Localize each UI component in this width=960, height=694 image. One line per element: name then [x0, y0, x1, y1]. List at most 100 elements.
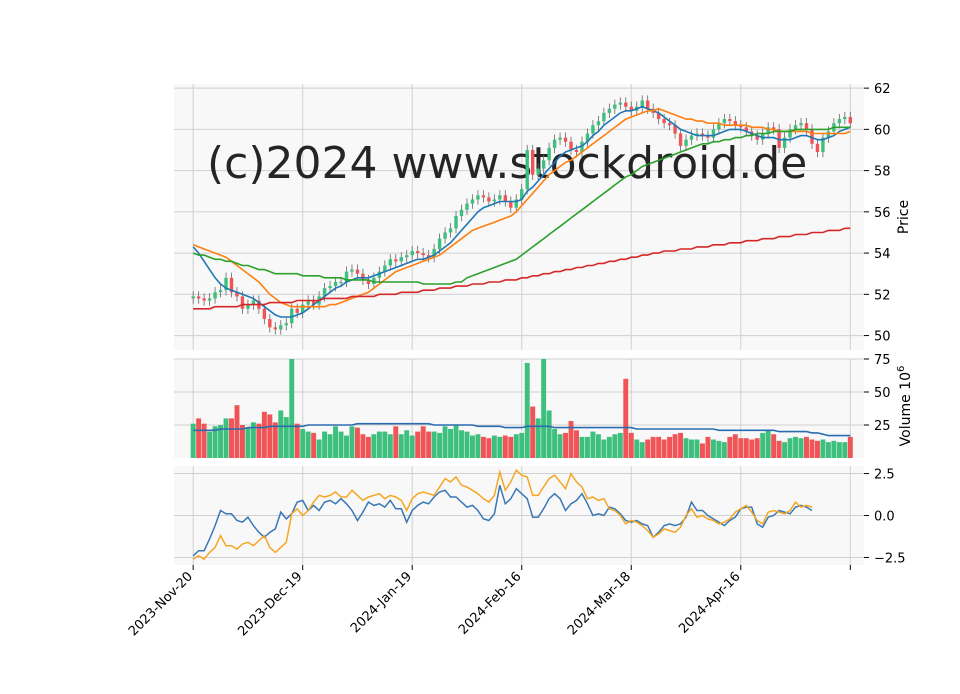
candle-body [415, 251, 420, 254]
volume-bar [612, 434, 618, 458]
volume-bar [661, 439, 667, 458]
candle-body [678, 133, 683, 146]
volume-bar [694, 439, 700, 458]
candle-body [788, 129, 792, 138]
volume-bar [431, 431, 437, 458]
volume-bar [245, 427, 251, 458]
volume-y-tick-label: 75 [874, 353, 891, 368]
volume-bar [404, 430, 410, 458]
oscillator-line-b [192, 468, 813, 561]
volume-y-tick-label: 25 [874, 419, 891, 434]
volume-bar [398, 434, 404, 458]
candle-body [306, 300, 310, 305]
candle-body [711, 129, 716, 138]
candle-body [541, 160, 546, 169]
candle-body [744, 127, 748, 132]
x-tick-label: 2024-Apr-16 [676, 569, 743, 636]
candle-body [739, 125, 743, 128]
candle-body [350, 269, 354, 272]
volume-bar [754, 438, 760, 458]
volume-bar [437, 432, 443, 458]
candle-body [569, 141, 573, 150]
candle-body [355, 269, 360, 274]
volume-axis-title: Volume 106 [896, 366, 914, 447]
volume-bar [229, 418, 234, 458]
candle-body [771, 127, 776, 130]
volume-bar [771, 434, 777, 458]
volume-bar [563, 432, 569, 458]
volume-panel [174, 359, 864, 458]
candle-body [196, 296, 201, 299]
candle-body [300, 304, 305, 313]
volume-bar [459, 430, 464, 458]
candle-body [279, 325, 283, 330]
volume-bar [749, 439, 755, 458]
candle-body [470, 199, 475, 204]
candle-body [377, 271, 382, 278]
osc-y-tick-label: 0.0 [874, 510, 895, 525]
volume-bar [568, 421, 574, 458]
osc-y-tick-label: −2.5 [874, 551, 906, 566]
candle-body [810, 129, 814, 144]
candle-body [514, 199, 518, 208]
x-tick-label: 2024-Feb-16 [456, 569, 525, 638]
volume-y-tick-label: 50 [874, 386, 891, 401]
candle-body [580, 141, 584, 153]
volume-bar [809, 439, 815, 458]
volume-bar [371, 434, 377, 458]
candle-body [717, 123, 721, 130]
candle-body [322, 288, 327, 297]
volume-bar [650, 436, 656, 458]
volume-bar [415, 431, 421, 458]
candle-body [804, 123, 809, 130]
candle-body [558, 137, 562, 140]
candle-body [399, 257, 403, 262]
price-y-tick-label: 58 [874, 165, 891, 180]
volume-bar [524, 362, 530, 458]
volume-bar [250, 422, 256, 458]
candle-body [191, 296, 195, 299]
volume-bar [464, 431, 470, 458]
candle-body [437, 238, 442, 249]
candle-body [454, 215, 458, 229]
volume-bar [333, 426, 339, 458]
price-y-tick-label: 60 [874, 123, 891, 138]
candle-body [268, 319, 272, 328]
volume-bar [683, 438, 689, 458]
volume-bar [831, 440, 837, 458]
volume-bar [541, 359, 547, 458]
candle-body [656, 112, 661, 120]
ma-mid-line [192, 107, 851, 308]
ma-long-line [192, 126, 851, 285]
candle-body [476, 195, 480, 200]
volume-bar [201, 423, 207, 458]
candle-body [207, 298, 212, 301]
candle-body [251, 300, 256, 305]
candle-body [607, 108, 612, 113]
candle-body [662, 119, 666, 124]
candle-body [202, 298, 206, 301]
volume-bar [552, 428, 558, 458]
volume-bar [782, 442, 788, 458]
candle-body [640, 100, 644, 107]
volume-bar [256, 423, 262, 458]
candle-body [459, 209, 464, 216]
volume-bar [365, 436, 371, 458]
candle-body [410, 251, 414, 256]
volume-bar [601, 439, 607, 458]
candle-body [793, 125, 798, 130]
candle-body [218, 290, 223, 293]
volume-bar [678, 432, 684, 458]
volume-bar [234, 405, 240, 458]
volume-bar [442, 426, 448, 458]
candle-body [536, 168, 540, 175]
price-y-tick-label: 62 [874, 82, 891, 97]
candle-body [695, 133, 699, 136]
volume-bar [584, 436, 590, 458]
candle-body [673, 125, 677, 134]
volume-bar [732, 434, 738, 458]
volume-bar [261, 411, 267, 458]
candle-body [213, 292, 217, 299]
candle-body [645, 100, 650, 109]
